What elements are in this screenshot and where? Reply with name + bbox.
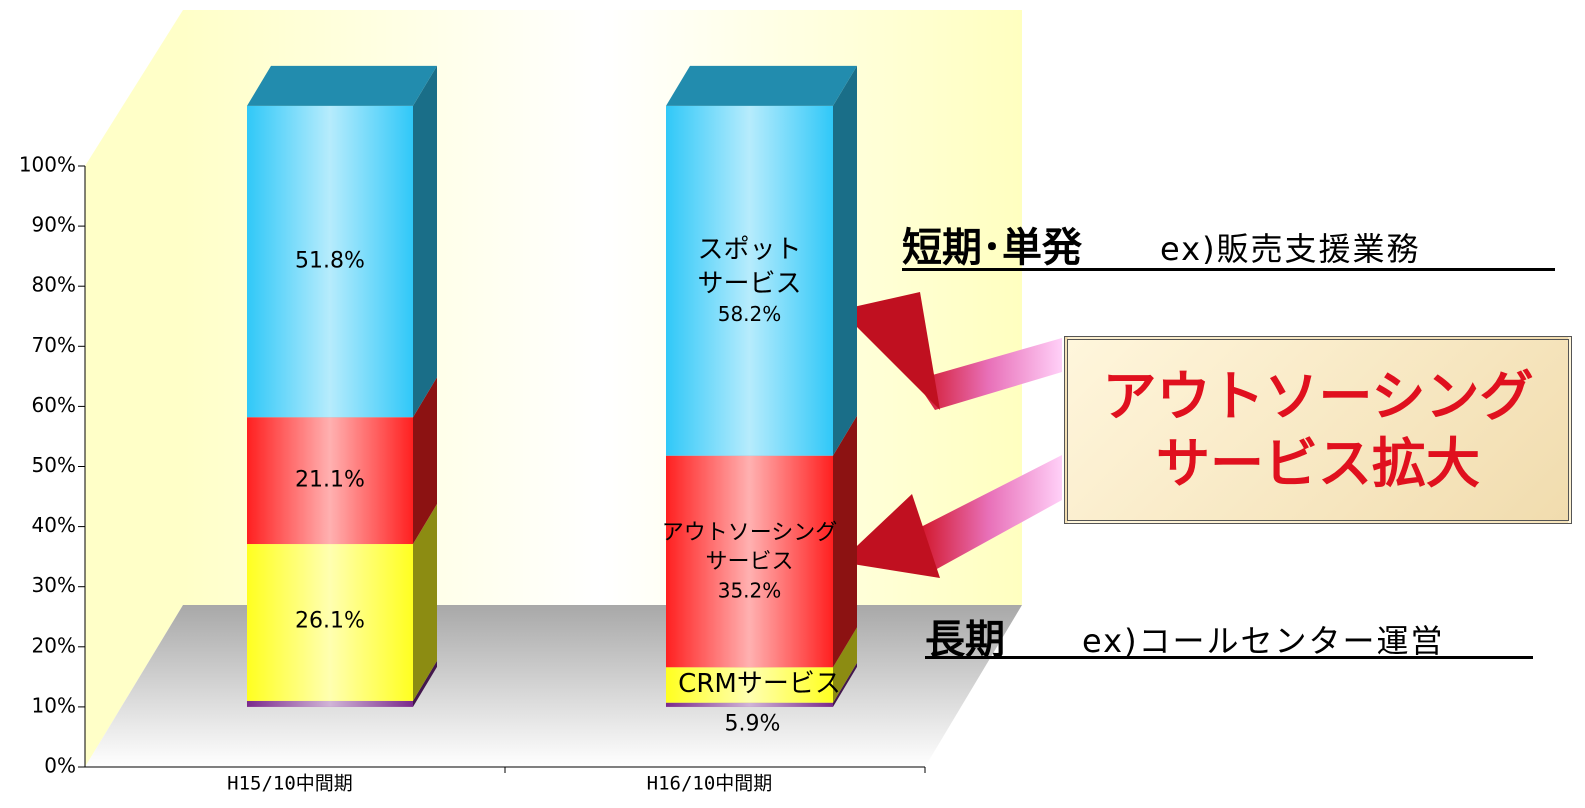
arrow-body: [915, 338, 1062, 410]
callout-box: アウトソーシング サービス拡大: [1064, 336, 1572, 524]
data-label: 51.8%: [295, 248, 365, 274]
bar-side: [413, 377, 437, 545]
bar-side: [413, 504, 437, 701]
bar-side: [833, 415, 857, 668]
data-label: 21.1%: [295, 467, 365, 493]
arrow-body: [915, 455, 1062, 570]
y-tick-label: 90%: [32, 213, 76, 237]
underline: [902, 268, 1555, 271]
y-tick-label: 100%: [19, 153, 76, 177]
y-tick-label: 60%: [32, 393, 76, 417]
bar-side: [833, 662, 857, 707]
floor: [85, 605, 1022, 767]
bar-top: [247, 65, 437, 106]
y-tick-label: 30%: [32, 573, 76, 597]
series-label: アウトソーシング サービス: [661, 520, 838, 575]
data-label: 26.1%: [295, 609, 365, 635]
y-tick-label: 20%: [32, 633, 76, 657]
callout: アウトソーシング サービス拡大: [1102, 364, 1534, 496]
bar-shine: [247, 105, 413, 418]
y-tick-label: 50%: [32, 453, 76, 477]
y-tick-label: 10%: [32, 693, 76, 717]
bar-shine: [666, 702, 833, 707]
long-term: 長期: [925, 617, 1005, 663]
bar-shine: [666, 455, 833, 668]
data-label: 5.9%: [724, 711, 781, 737]
bar-top: [666, 65, 857, 106]
bar-shine: [666, 105, 833, 456]
bar-shine: [247, 700, 413, 707]
data-label: 35.2%: [717, 578, 782, 603]
underline: [925, 656, 1533, 659]
arrow-head: [840, 494, 940, 578]
segment-label: スポット サービス 58.2%: [697, 234, 801, 328]
bar-shine: [247, 417, 413, 545]
bar-side: [833, 65, 857, 456]
series-label: CRMサービス: [678, 668, 841, 699]
bar-shine: [666, 667, 833, 703]
series-label: スポット サービス: [697, 234, 802, 299]
bar-shine: [247, 544, 413, 701]
arrow-head: [840, 292, 940, 410]
x-tick-label: H16/10中間期: [647, 773, 773, 795]
bar-side: [413, 660, 437, 707]
y-tick-label: 0%: [44, 754, 76, 778]
short-term: 短期･単発: [902, 225, 1082, 271]
y-tick-label: 80%: [32, 273, 76, 297]
side-wall: [85, 10, 183, 767]
x-tick-label: H15/10中間期: [227, 773, 353, 795]
data-label: 58.2%: [717, 302, 782, 327]
long-example: ex)コールセンター運営: [1082, 622, 1445, 660]
segment-label: アウトソーシング サービス 35.2%: [662, 520, 838, 603]
y-tick-label: 40%: [32, 513, 76, 537]
short-example: ex)販売支援業務: [1160, 230, 1421, 268]
bar-side: [413, 65, 437, 418]
bar-side: [833, 627, 857, 703]
y-tick-label: 70%: [32, 333, 76, 357]
